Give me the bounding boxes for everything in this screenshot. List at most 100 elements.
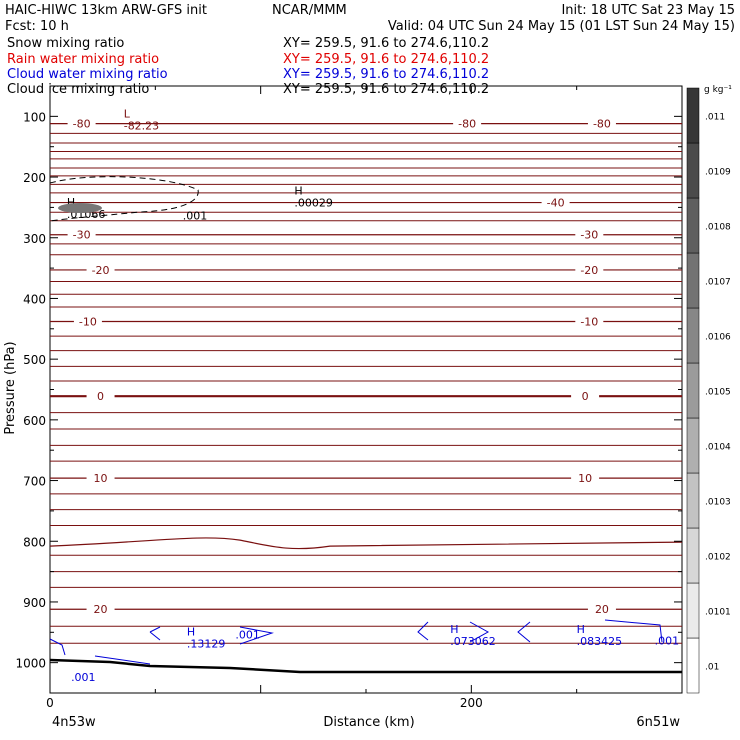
contour-label: -20 xyxy=(580,264,598,277)
colorbar-label: .0102 xyxy=(705,553,731,563)
y-tick-label: 600 xyxy=(23,414,46,428)
cloud-water-label: .001 xyxy=(71,671,96,684)
colorbar-label: .0105 xyxy=(705,388,731,398)
contour-label-bg xyxy=(575,315,604,328)
contour-labels: -80 -80 -80 -40 -30 -30 -20 -20 -10 -10 0 0 10 10 20 20… xyxy=(67,107,679,684)
field-rain-xy: XY= 259.5, 91.6 to 274.6,110.2 xyxy=(283,52,489,67)
y-tick-label: 400 xyxy=(23,292,46,306)
contour-label: -30 xyxy=(73,229,91,242)
contour-label-bg xyxy=(67,117,96,130)
colorbar-swatch xyxy=(686,582,700,639)
field-snow-name: Snow mixing ratio xyxy=(7,36,124,51)
contour-label-bg xyxy=(453,117,482,130)
fcst-value: 10 h xyxy=(40,19,69,34)
contour-label-bg xyxy=(571,472,600,485)
contour-label-bg xyxy=(86,603,115,616)
isotherm-wavy xyxy=(49,537,683,550)
fcst-label: Fcst: xyxy=(5,19,36,34)
cloud-water-contour-4 xyxy=(49,638,151,665)
contour-label: 10 xyxy=(578,472,592,485)
colorbar-label: .0101 xyxy=(705,608,731,618)
extremum-value: -82.23 xyxy=(124,119,159,132)
extremum-value: .13129 xyxy=(187,638,226,651)
contour-label-bg xyxy=(575,263,604,276)
extremum-type: L xyxy=(124,107,131,120)
y-axis-label: Pressure (hPa) xyxy=(3,341,18,434)
contour-label: -40 xyxy=(547,197,565,210)
cloud-ice-contour xyxy=(49,176,199,222)
colorbar-unit: g kg⁻¹ xyxy=(704,85,732,95)
colorbar-swatch xyxy=(686,637,700,694)
cloud-ice-shading xyxy=(58,203,102,213)
contour-label: -80 xyxy=(73,118,91,131)
cloud-water-label: .001 xyxy=(655,634,680,647)
colorbar-label: .0104 xyxy=(705,443,731,453)
colorbar-swatch xyxy=(686,87,700,144)
cloud-water-contour-2 xyxy=(417,621,490,643)
colorbar-label: .01 xyxy=(705,663,719,673)
extremum-value: .00029 xyxy=(294,196,333,209)
cloud-water-label: .001 xyxy=(235,628,259,641)
cloud-ice-label: .001 xyxy=(183,210,208,223)
colorbar-label: .0109 xyxy=(705,168,731,178)
x-tick-label: 200 xyxy=(460,696,483,710)
contour-label-bg xyxy=(541,196,570,209)
colorbar-swatch xyxy=(686,252,700,309)
x-axis-label: Distance (km) xyxy=(323,715,414,730)
contour-label: -20 xyxy=(92,264,110,277)
contour-label-bg xyxy=(587,117,616,130)
contour-label: 20 xyxy=(94,603,108,616)
contour-label: 10 xyxy=(94,472,108,485)
contour-label: -80 xyxy=(593,118,611,131)
contour-label: 20 xyxy=(595,603,609,616)
x-axis: 0 200 xyxy=(46,86,683,710)
colorbar-swatch xyxy=(686,142,700,199)
cloud-water-contour-1 xyxy=(149,626,274,645)
colorbar-label: .0108 xyxy=(705,223,731,233)
y-tick-label: 700 xyxy=(23,475,46,489)
contour-label: -10 xyxy=(79,316,97,329)
colorbar-label: .0107 xyxy=(705,278,731,288)
contour-label-bg xyxy=(86,263,115,276)
field-cloudwater-xy: XY= 259.5, 91.6 to 274.6,110.2 xyxy=(283,67,489,82)
contour-label: -10 xyxy=(580,316,598,329)
contour-label: 0 xyxy=(97,390,104,403)
terrain-line xyxy=(49,658,682,674)
extremum-type: H xyxy=(187,626,195,639)
y-tick-label: 100 xyxy=(23,110,46,124)
colorbar-label: .0103 xyxy=(705,498,731,508)
init-label: Init: 18 UTC Sat 23 May 15 xyxy=(561,3,735,18)
cloud-water-contour-3 xyxy=(517,619,663,643)
extremum-type: H xyxy=(577,623,585,636)
extremum-type: H xyxy=(450,623,458,636)
y-tick-label: 1000 xyxy=(15,657,46,671)
field-cloudwater-name: Cloud water mixing ratio xyxy=(7,67,168,82)
colorbar-swatch xyxy=(686,362,700,419)
extremum-type: H xyxy=(294,184,302,197)
org-label: NCAR/MMM xyxy=(272,3,347,18)
colorbar-swatch xyxy=(686,527,700,584)
y-tick-label: 200 xyxy=(23,171,46,185)
extremum-value: .083425 xyxy=(577,635,623,648)
y-tick-label: 800 xyxy=(23,535,46,549)
y-tick-label: 500 xyxy=(23,353,46,367)
field-rain-name: Rain water mixing ratio xyxy=(7,52,159,67)
contour-label-bg xyxy=(67,228,96,241)
contour-label-bg xyxy=(73,315,102,328)
extremum-type: H xyxy=(67,196,75,209)
colorbar: .01 .0101 .0102 .0103 .0104 .0105 .0106 .0107 .0… xyxy=(686,87,731,694)
colorbar-swatch xyxy=(686,307,700,364)
colorbar-label: .0106 xyxy=(705,333,731,343)
contour-label-bg xyxy=(575,228,604,241)
contour-label-bg xyxy=(587,603,616,616)
colorbar-swatch xyxy=(686,417,700,474)
valid-label: Valid: 04 UTC Sun 24 May 15 (01 LST Sun … xyxy=(388,19,735,34)
model-title: HAIC-HIWC 13km ARW-GFS init xyxy=(5,3,207,18)
contour-label-bg xyxy=(86,472,115,485)
contour-label-bg xyxy=(571,390,600,403)
temperature-contours xyxy=(49,123,683,644)
x-end-label: 6n51w xyxy=(636,715,680,730)
colorbar-swatch xyxy=(686,197,700,254)
extremum-value: .073062 xyxy=(450,635,496,648)
field-cloudice-xy: XY= 259.5, 91.6 to 274.6,110.2 xyxy=(283,82,489,97)
